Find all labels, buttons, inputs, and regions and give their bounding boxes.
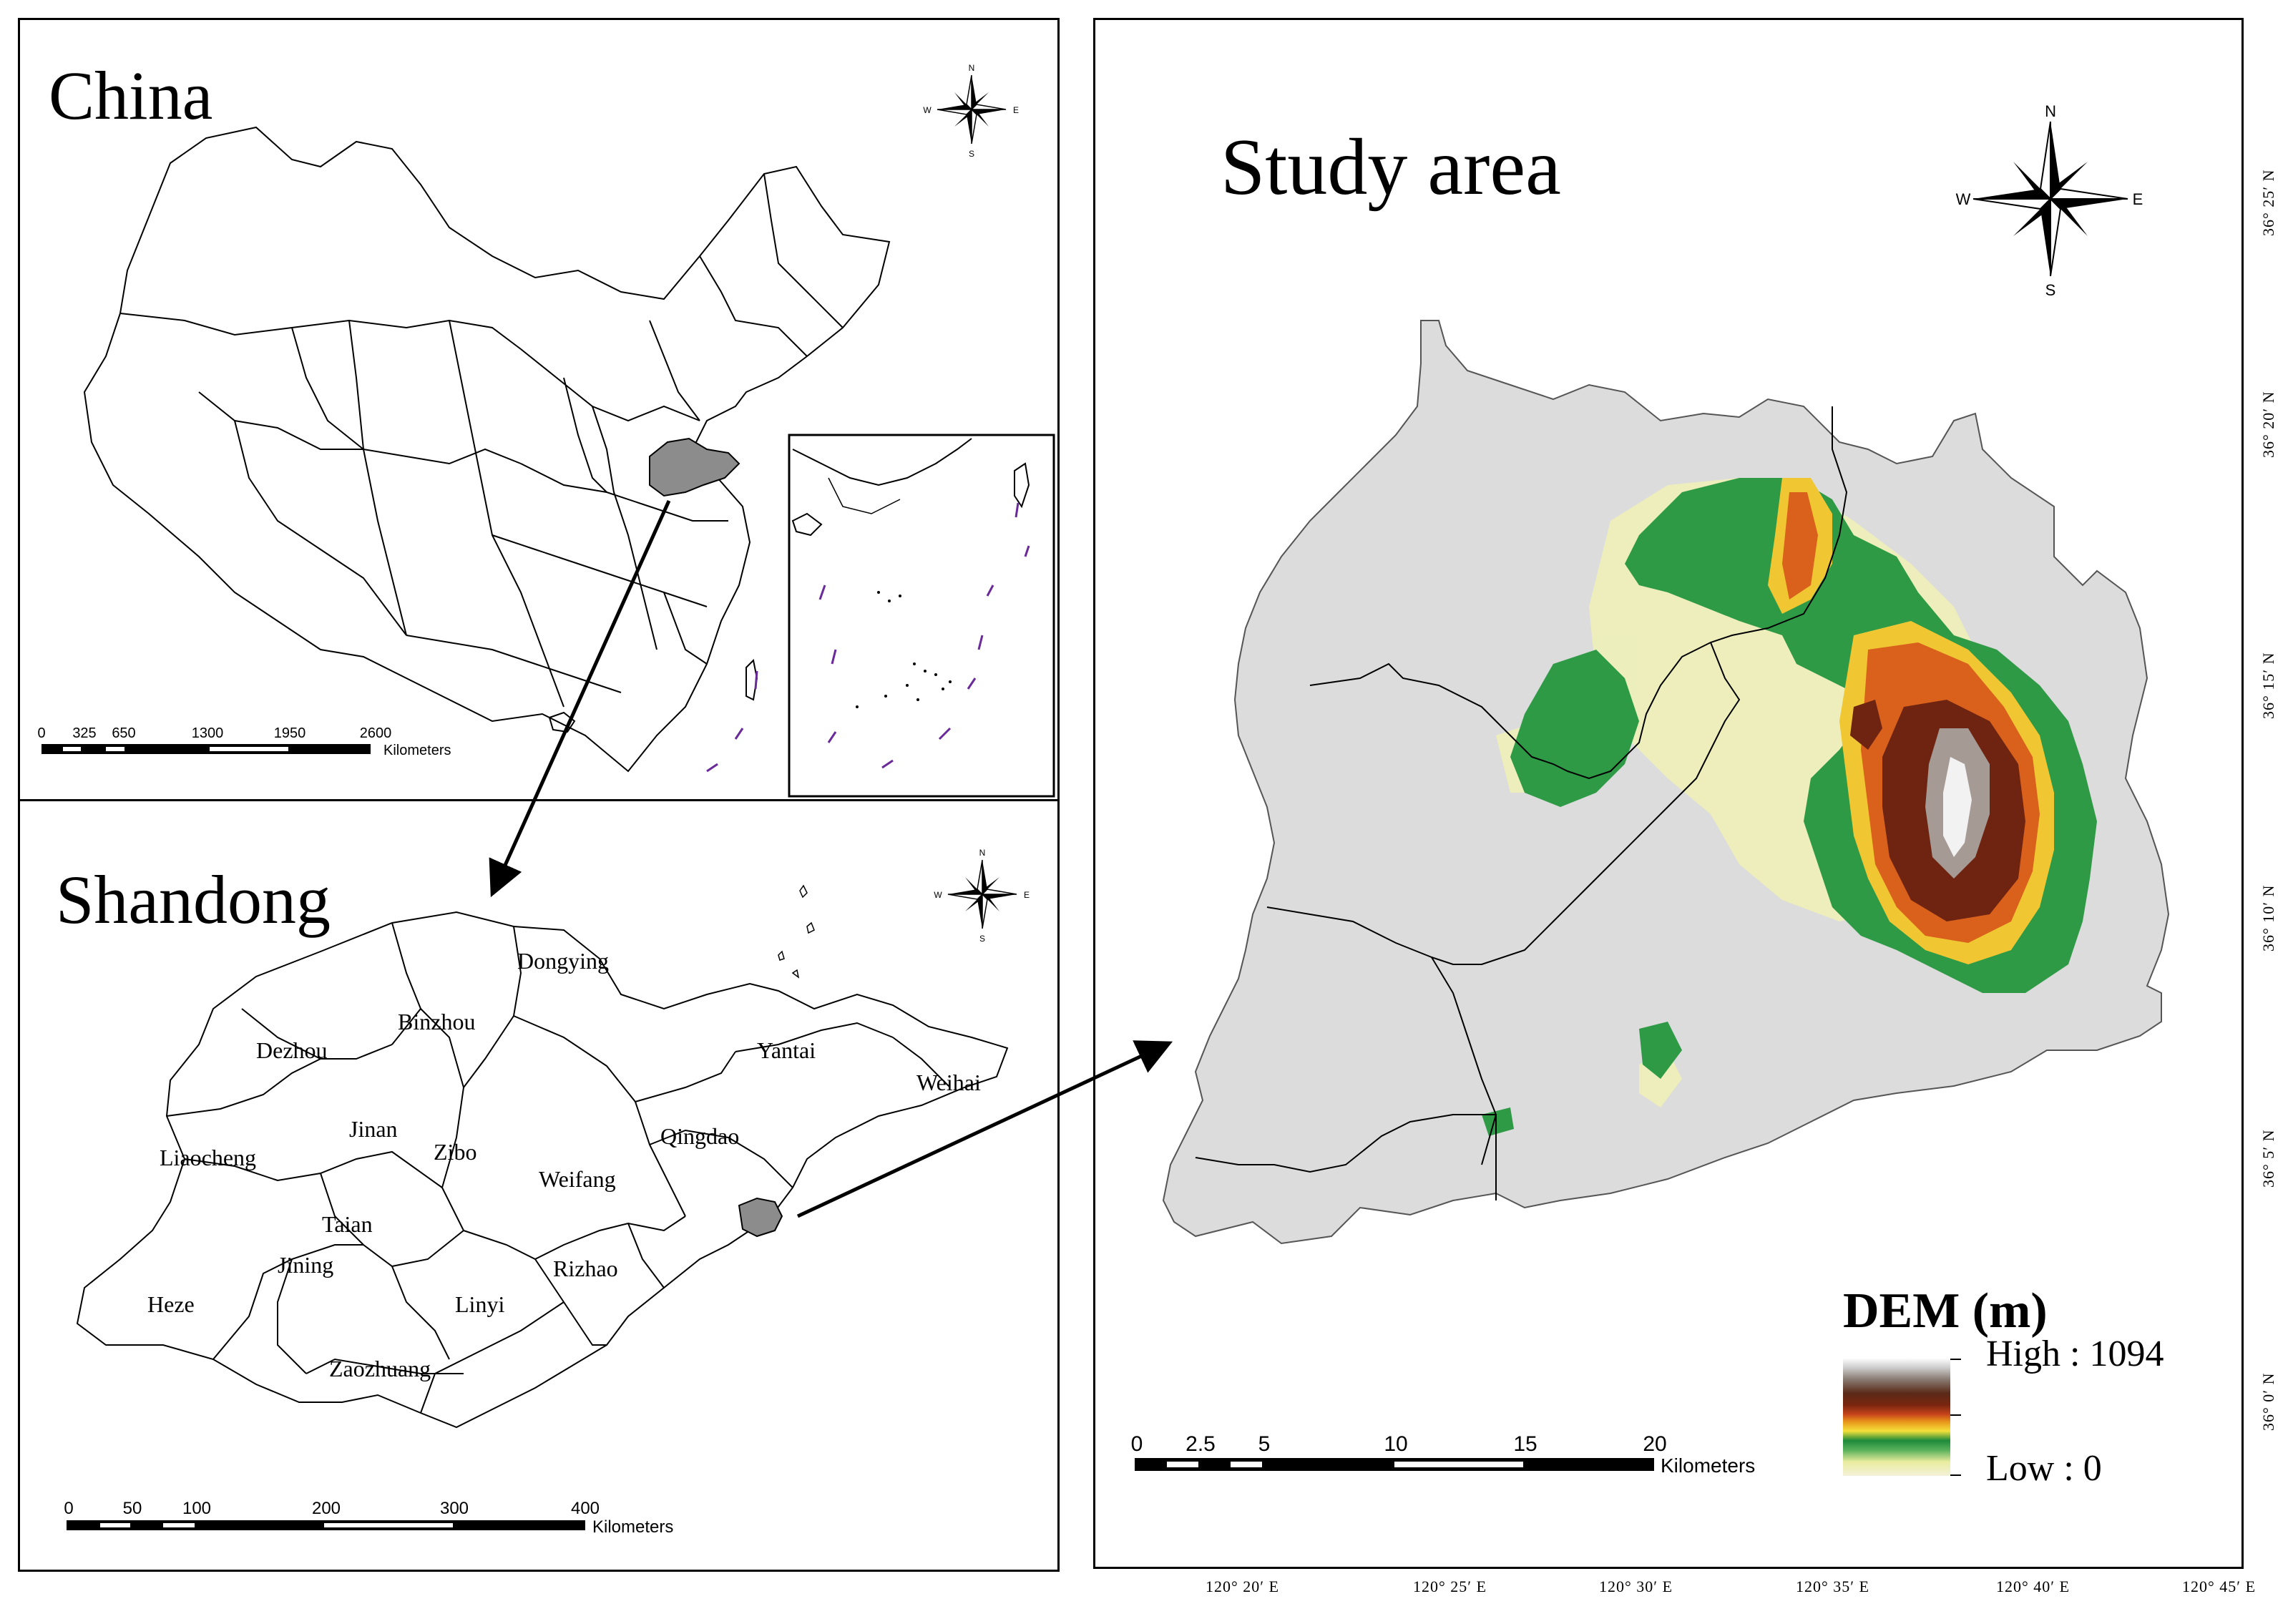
compass-e: E — [1024, 890, 1030, 900]
latitude-label: 36° 15′ N — [2259, 652, 2277, 720]
coastal-islands — [778, 884, 815, 979]
study-area-highlight — [738, 1197, 783, 1238]
shandong-tick-3: 200 — [312, 1499, 341, 1518]
china-tick-5: 2600 — [360, 725, 392, 741]
compass-w: W — [923, 105, 932, 115]
shandong-tick-4: 300 — [440, 1499, 469, 1518]
dem-legend-title: DEM (m) — [1843, 1283, 2048, 1339]
shandong-title: Shandong — [56, 861, 331, 938]
shandong-tick-2: 100 — [182, 1499, 211, 1518]
study-tick-1: 2.5 — [1185, 1432, 1216, 1456]
compass-rose-icon: N S E W — [1956, 102, 2143, 299]
china-map: N S E W 0 325 650 1300 1950 2600 Kilomet… — [37, 63, 1055, 798]
south-china-sea-inset — [788, 434, 1055, 798]
china-panel: China — [18, 18, 1060, 801]
study-scale-bar: 0 2.5 5 10 15 20 Kilometers — [1131, 1432, 1756, 1477]
compass-rose-icon: N S E W — [934, 848, 1030, 944]
city-label-binzhou: Binzhou — [398, 1009, 476, 1034]
shandong-map: N S E W 0 50 100 200 300 400 Kilometers — [64, 848, 1030, 1537]
china-tick-3: 1300 — [192, 725, 224, 741]
dem-map: N S E W 0 2.5 5 10 15 20 Kilometers — [1131, 102, 2170, 1477]
compass-n: N — [979, 848, 986, 858]
shandong-tick-1: 50 — [123, 1499, 142, 1518]
shandong-tick-0: 0 — [64, 1499, 73, 1518]
sea-boundary-dashes — [706, 670, 758, 773]
compass-s: S — [2045, 281, 2056, 299]
compass-s: S — [979, 934, 985, 944]
china-tick-1: 325 — [72, 725, 96, 741]
city-label-weifang: Weifang — [539, 1166, 616, 1192]
longitude-label: 120° 35′ E — [1796, 1577, 1870, 1595]
study-tick-5: 20 — [1643, 1432, 1666, 1456]
compass-n: N — [2045, 102, 2056, 120]
latitude-label: 36° 25′ N — [2259, 169, 2277, 237]
compass-w: W — [1956, 190, 1971, 208]
longitude-label: 120° 45′ E — [2182, 1577, 2257, 1595]
compass-n: N — [969, 63, 975, 73]
compass-e: E — [1013, 105, 1019, 115]
dem-legend-ramp — [1843, 1358, 1950, 1476]
dem-white-peak — [1943, 757, 1972, 857]
study-tick-0: 0 — [1131, 1432, 1143, 1456]
china-tick-2: 650 — [112, 725, 135, 741]
shandong-scale-bar: 0 50 100 200 300 400 Kilometers — [64, 1499, 673, 1537]
city-label-yantai: Yantai — [757, 1037, 816, 1063]
china-scale-unit: Kilometers — [383, 743, 451, 758]
study-area-panel: Study area — [1093, 18, 2244, 1569]
longitude-label: 120° 30′ E — [1599, 1577, 1673, 1595]
dem-legend-high: High : 1094 — [1986, 1334, 2164, 1374]
longitude-label: 120° 20′ E — [1206, 1577, 1280, 1595]
taiwan-island — [745, 658, 758, 701]
china-scale-bar: 0 325 650 1300 1950 2600 Kilometers — [37, 725, 451, 758]
longitude-label: 120° 25′ E — [1413, 1577, 1487, 1595]
city-label-weihai: Weihai — [916, 1070, 981, 1095]
compass-e: E — [2133, 190, 2143, 208]
study-tick-2: 5 — [1258, 1432, 1271, 1456]
latitude-label: 36° 10′ N — [2259, 884, 2277, 952]
city-label-linyi: Linyi — [455, 1291, 505, 1317]
admin-boundaries — [1195, 406, 1848, 1200]
compass-w: W — [934, 890, 942, 900]
china-title: China — [49, 57, 213, 134]
city-label-jining: Jining — [278, 1252, 334, 1278]
study-area-land — [1162, 320, 2170, 1245]
dem-legend-low: Low : 0 — [1986, 1448, 2102, 1489]
city-label-qingdao: Qingdao — [660, 1123, 740, 1149]
city-label-heze: Heze — [147, 1291, 195, 1317]
shandong-scale-unit: Kilometers — [592, 1517, 673, 1537]
latitude-label: 36° 20′ N — [2259, 391, 2277, 459]
city-label-dezhou: Dezhou — [256, 1037, 328, 1063]
city-label-taian: Taian — [322, 1211, 373, 1237]
shandong-tick-5: 400 — [571, 1499, 600, 1518]
latitude-label: 36° 0′ N — [2259, 1372, 2277, 1432]
latitude-label: 36° 5′ N — [2259, 1129, 2277, 1188]
study-tick-3: 10 — [1384, 1432, 1407, 1456]
city-label-zibo: Zibo — [434, 1139, 477, 1165]
compass-s: S — [969, 149, 974, 159]
study-area-title: Study area — [1221, 123, 1561, 212]
city-label-rizhao: Rizhao — [553, 1256, 618, 1281]
city-label-liaocheng: Liaocheng — [160, 1145, 257, 1170]
compass-rose-icon: N S E W — [923, 63, 1019, 159]
longitude-label: 120° 40′ E — [1996, 1577, 2070, 1595]
city-label-jinan: Jinan — [349, 1116, 398, 1142]
study-scale-unit: Kilometers — [1661, 1454, 1755, 1477]
china-tick-4: 1950 — [274, 725, 306, 741]
china-tick-0: 0 — [37, 725, 45, 741]
shandong-panel: Shandong — [18, 799, 1060, 1572]
study-tick-4: 15 — [1513, 1432, 1537, 1456]
city-label-zaozhuang: Zaozhuang — [329, 1356, 431, 1381]
city-label-dongying: Dongying — [517, 948, 609, 974]
shandong-highlight — [649, 437, 740, 497]
